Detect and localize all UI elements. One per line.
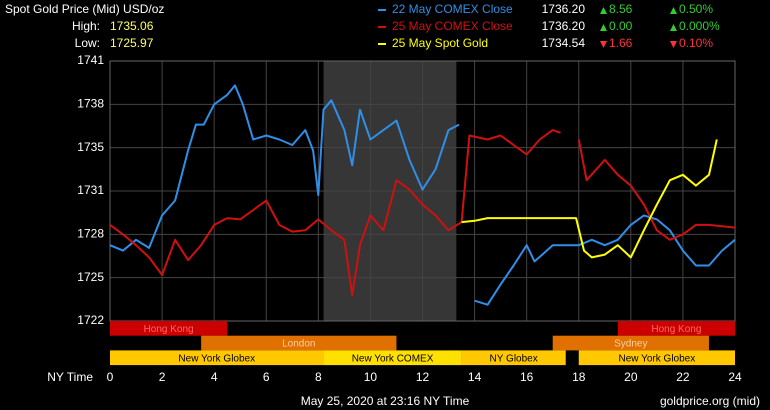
series-line (461, 139, 718, 259)
direction-arrow (600, 7, 607, 14)
session-label: Sydney (614, 339, 647, 350)
y-tick-label: 1738 (77, 97, 104, 111)
footer: May 25, 2020 at 23:16 NY Time (301, 394, 470, 408)
direction-arrow (670, 24, 677, 31)
low-label: Low: (75, 36, 100, 50)
session-bar (110, 350, 324, 366)
plot-border (109, 60, 736, 322)
y-tick-label: 1722 (77, 313, 104, 327)
session-bar (578, 350, 735, 366)
x-tick-label: 12 (416, 370, 430, 384)
session-label: New York Globex (178, 353, 255, 364)
legend-change: 0.00 (609, 19, 633, 33)
source: goldprice.org (mid) (660, 394, 760, 408)
direction-arrow (600, 24, 607, 31)
x-tick-label: 8 (315, 370, 322, 384)
legend-change-pct: 0.50% (679, 2, 713, 16)
legend-label: 25 May Spot Gold (392, 36, 488, 50)
legend-price: 1734.54 (542, 36, 586, 50)
x-tick-label: 10 (364, 370, 378, 384)
series-line (109, 84, 736, 306)
direction-arrow (670, 7, 677, 14)
session-bar (552, 335, 709, 351)
x-tick-label: 2 (159, 370, 166, 384)
session-label: NY Globex (490, 353, 538, 364)
session-bar (110, 321, 228, 336)
y-tick-label: 1735 (77, 140, 104, 154)
x-tick-label: 22 (676, 370, 690, 384)
x-tick-label: 16 (520, 370, 534, 384)
x-tick-label: 24 (728, 370, 742, 384)
low-value: 1725.97 (110, 36, 154, 50)
direction-arrow (600, 41, 607, 48)
x-tick-label: 0 (107, 370, 114, 384)
session-label: Hong Kong (651, 324, 701, 335)
x-axis-label: NY Time (47, 370, 93, 384)
x-tick-label: 20 (624, 370, 638, 384)
x-tick-label: 14 (468, 370, 482, 384)
session-bar (617, 321, 735, 336)
direction-arrow (670, 41, 677, 48)
y-tick-label: 1741 (77, 53, 104, 67)
session-bar (461, 350, 566, 366)
y-tick-label: 1725 (77, 270, 104, 284)
legend-change: 1.66 (609, 36, 633, 50)
session-label: New York COMEX (352, 353, 434, 364)
legend-price: 1736.20 (542, 2, 586, 16)
high-label: High: (72, 19, 100, 33)
high-value: 1735.06 (110, 19, 154, 33)
legend-change-pct: 0.000% (679, 19, 720, 33)
x-tick-label: 6 (263, 370, 270, 384)
session-bar (323, 350, 462, 366)
session-label: London (282, 339, 315, 350)
legend-price: 1736.20 (542, 19, 586, 33)
legend-change-pct: 0.10% (679, 36, 713, 50)
y-tick-label: 1731 (77, 183, 104, 197)
legend-label: 25 May COMEX Close (392, 19, 513, 33)
session-label: New York Globex (619, 353, 696, 364)
legend-label: 22 May COMEX Close (392, 2, 513, 16)
x-tick-label: 18 (572, 370, 586, 384)
session-bar (201, 335, 397, 351)
session-label: Hong Kong (144, 324, 194, 335)
chart-title: Spot Gold Price (Mid) USD/oz (5, 2, 164, 16)
legend-change: 8.56 (609, 2, 633, 16)
y-tick-label: 1728 (77, 227, 104, 241)
x-tick-label: 4 (211, 370, 218, 384)
